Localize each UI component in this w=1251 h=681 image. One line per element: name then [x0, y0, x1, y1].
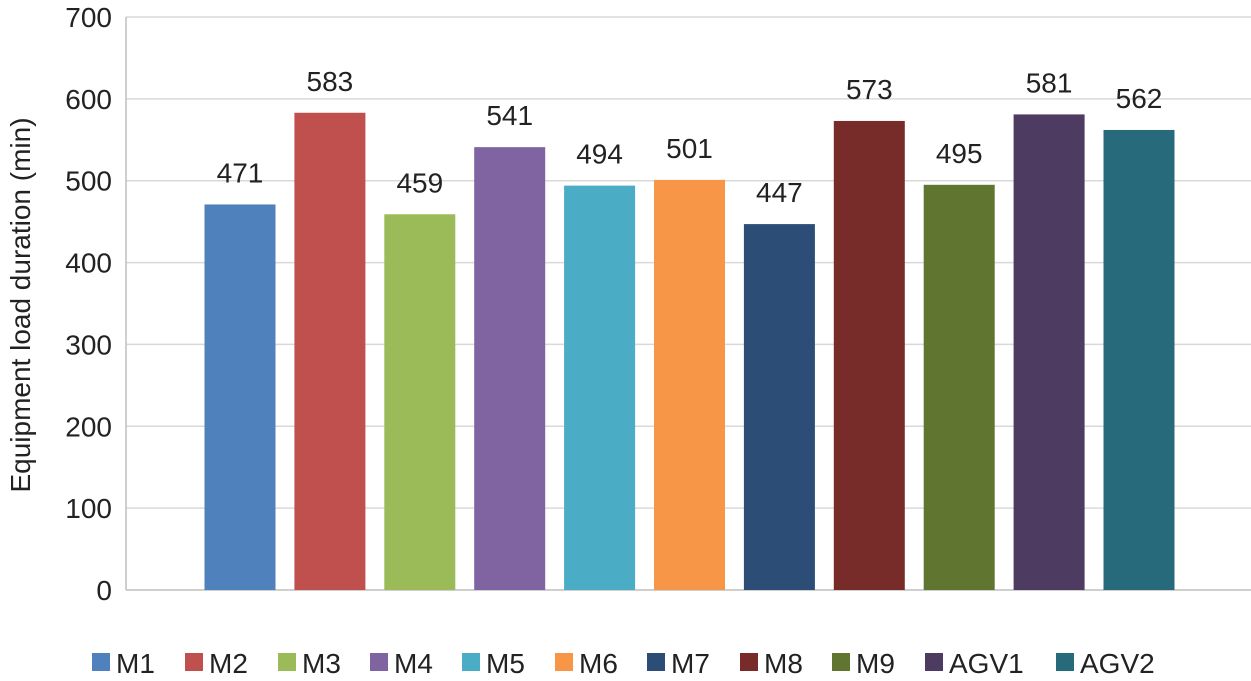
legend-label: AGV1: [949, 648, 1024, 679]
legend-item-m9: M9: [832, 648, 895, 679]
y-tick-label: 500: [65, 166, 112, 197]
legend-item-m4: M4: [370, 648, 433, 679]
legend-item-agv2: AGV2: [1056, 648, 1155, 679]
y-tick-label: 300: [65, 329, 112, 360]
data-label-m4: 541: [486, 100, 533, 131]
bar-m3: [384, 214, 456, 591]
legend-swatch: [832, 653, 850, 671]
bar-agv1: [1013, 114, 1085, 590]
y-tick-label: 600: [65, 84, 112, 115]
legend-label: M8: [764, 648, 803, 679]
legend-swatch: [647, 653, 665, 671]
legend-swatch: [1056, 653, 1074, 671]
legend-item-m8: M8: [740, 648, 803, 679]
legend-swatch: [925, 653, 943, 671]
legend-item-m3: M3: [278, 648, 341, 679]
legend-label: M7: [671, 648, 710, 679]
data-label-m7: 447: [756, 177, 803, 208]
bars: [204, 112, 1175, 591]
y-tick-labels: 0 100 200 300 400 500 600 700: [65, 2, 112, 606]
data-label-m2: 583: [307, 66, 354, 97]
legend-swatch: [462, 653, 480, 671]
bar-agv2: [1103, 129, 1175, 590]
legend-item-m5: M5: [462, 648, 525, 679]
legend-item-m1: M1: [92, 648, 155, 679]
legend-swatch: [370, 653, 388, 671]
legend-swatch: [92, 653, 110, 671]
bar-m8: [833, 120, 905, 591]
legend-label: M4: [394, 648, 433, 679]
bar-m5: [564, 185, 636, 590]
legend-label: M9: [856, 648, 895, 679]
data-label-m6: 501: [666, 133, 713, 164]
y-tick-label: 0: [96, 575, 112, 606]
data-label-m1: 471: [217, 157, 264, 188]
bar-m2: [294, 112, 366, 590]
data-label-m5: 494: [576, 139, 623, 170]
bar-m1: [204, 204, 276, 590]
bar-m7: [743, 224, 815, 590]
bar-m4: [474, 147, 546, 590]
data-label-m3: 459: [396, 167, 443, 198]
y-tick-label: 400: [65, 248, 112, 279]
legend-swatch: [185, 653, 203, 671]
data-labels: 471 583 459 541 494 501 447 573 495 581 562: [217, 66, 1163, 208]
data-label-m8: 573: [846, 74, 893, 105]
legend-label: M3: [302, 648, 341, 679]
legend-item-m7: M7: [647, 648, 710, 679]
data-label-m9: 495: [936, 138, 983, 169]
data-label-agv2: 562: [1116, 83, 1163, 114]
y-tick-label: 700: [65, 2, 112, 33]
legend-swatch: [555, 653, 573, 671]
legend-label: M2: [209, 648, 248, 679]
legend-item-m2: M2: [185, 648, 248, 679]
bar-m9: [923, 184, 995, 591]
legend-label: AGV2: [1080, 648, 1155, 679]
legend-swatch: [278, 653, 296, 671]
y-tick-label: 100: [65, 493, 112, 524]
legend-label: M1: [116, 648, 155, 679]
y-axis-title: Equipment load duration (min): [5, 117, 36, 492]
data-label-agv1: 581: [1026, 67, 1073, 98]
legend-item-agv1: AGV1: [925, 648, 1024, 679]
y-tick-label: 200: [65, 411, 112, 442]
legend-swatch: [740, 653, 758, 671]
legend-label: M6: [579, 648, 618, 679]
legend-item-m6: M6: [555, 648, 618, 679]
legend: M1 M2 M3 M4 M5 M6 M7 M8 M9 AGV1 AGV2: [92, 648, 1155, 679]
bar-m6: [654, 179, 725, 590]
legend-label: M5: [486, 648, 525, 679]
